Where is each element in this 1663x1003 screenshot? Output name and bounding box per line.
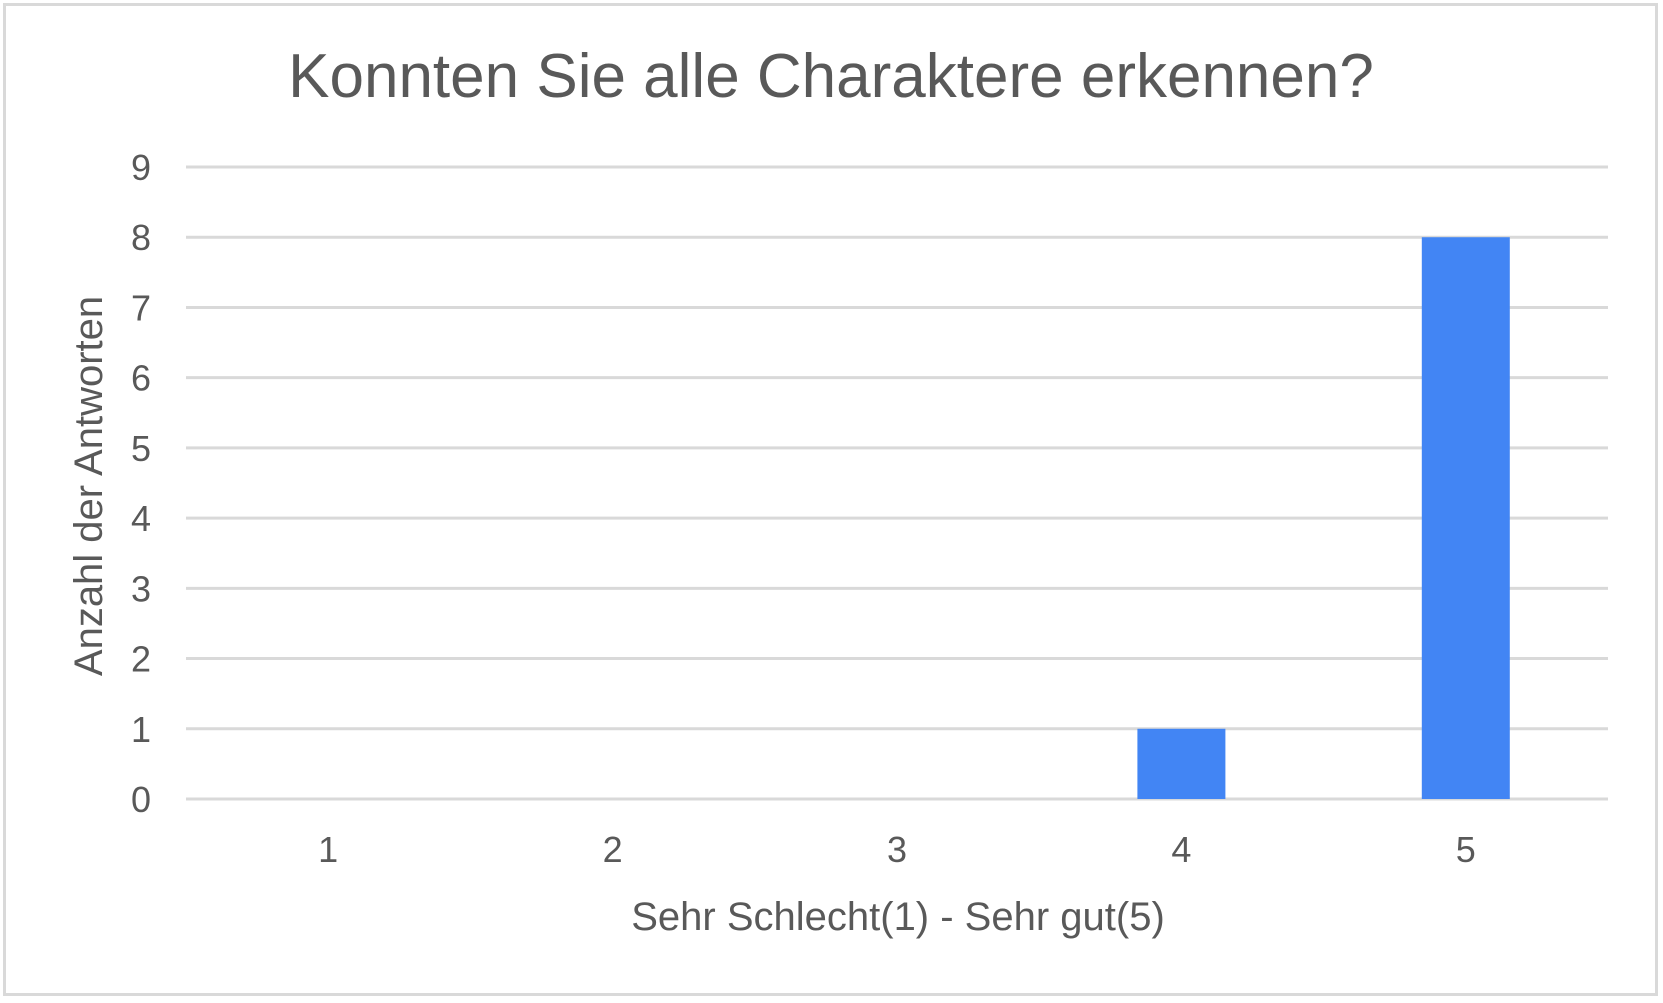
y-axis-label: Anzahl der Antworten xyxy=(67,296,111,676)
x-tick-label: 1 xyxy=(318,829,338,870)
x-axis-ticks: 1 2 3 4 5 xyxy=(318,829,1476,870)
chart-title: Konnten Sie alle Charaktere erkennen? xyxy=(288,42,1374,111)
x-axis-label: Sehr Schlecht(1) - Sehr gut(5) xyxy=(631,895,1165,939)
y-tick-label: 7 xyxy=(131,287,151,328)
bar-5 xyxy=(1421,237,1510,799)
y-tick-label: 0 xyxy=(131,779,151,820)
gridlines xyxy=(186,165,1608,801)
y-tick-label: 9 xyxy=(131,147,151,188)
bar-4 xyxy=(1137,728,1226,799)
x-tick-label: 3 xyxy=(887,829,907,870)
x-tick-label: 4 xyxy=(1171,829,1191,870)
y-tick-label: 4 xyxy=(131,498,151,539)
y-tick-label: 3 xyxy=(131,568,151,609)
y-tick-label: 1 xyxy=(131,709,151,750)
y-tick-label: 5 xyxy=(131,428,151,469)
y-tick-label: 6 xyxy=(131,358,151,399)
x-tick-label: 2 xyxy=(603,829,623,870)
x-tick-label: 5 xyxy=(1456,829,1476,870)
y-tick-label: 2 xyxy=(131,639,151,680)
bars xyxy=(1137,237,1510,799)
y-tick-label: 8 xyxy=(131,217,151,258)
y-axis-ticks: 0 1 2 3 4 5 6 7 8 9 xyxy=(131,147,151,820)
